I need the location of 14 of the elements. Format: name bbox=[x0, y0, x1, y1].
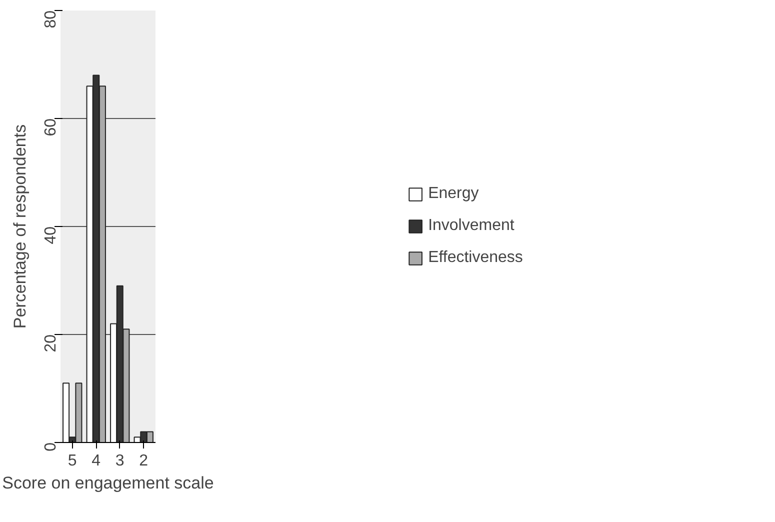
y-axis-title: Percentage of respondents bbox=[10, 124, 30, 329]
y-tick-label: 40 bbox=[42, 226, 60, 244]
y-tick-label: 0 bbox=[42, 442, 60, 452]
legend-label: Involvement bbox=[428, 217, 514, 235]
x-axis-title: Score on engagement scale bbox=[2, 474, 214, 492]
x-tick-label: 3 bbox=[115, 452, 124, 470]
y-tick-label: 60 bbox=[42, 118, 60, 136]
x-tick-label: 5 bbox=[68, 452, 77, 470]
x-tick-label: 4 bbox=[92, 452, 101, 470]
x-tick-label: 2 bbox=[139, 452, 148, 470]
y-tick-label: 80 bbox=[42, 10, 60, 28]
legend-label: Effectiveness bbox=[428, 249, 523, 267]
y-tick-label: 20 bbox=[42, 334, 60, 352]
legend-label: Energy bbox=[428, 185, 479, 203]
